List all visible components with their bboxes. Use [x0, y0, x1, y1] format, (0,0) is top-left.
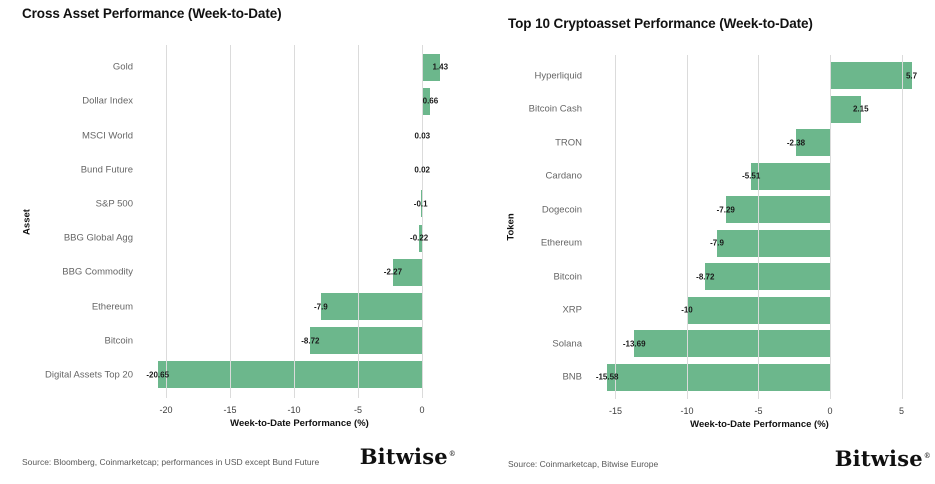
- value-label: -10: [681, 305, 693, 315]
- gridline: [830, 55, 832, 399]
- bar-digital-assets-top-20: [157, 361, 422, 389]
- x-tick-label: 5: [899, 406, 905, 416]
- value-label: 5.7: [905, 71, 918, 81]
- value-label: -8.72: [301, 336, 320, 346]
- bar-s-p-500: [420, 190, 422, 218]
- value-label: 2.15: [852, 104, 869, 114]
- bar-bitcoin: [705, 263, 830, 291]
- gridline: [686, 55, 688, 399]
- y-axis-title: Token: [505, 213, 517, 241]
- bitwise-wordmark: Bitwise: [359, 444, 448, 469]
- x-tick-label: -10: [680, 406, 694, 416]
- plot-area: Week-to-Date Performance (%) Hyperliquid…: [529, 55, 927, 430]
- bar-dollar-index: [421, 87, 431, 115]
- category-label: Ethereum: [540, 237, 582, 249]
- gridline: [293, 45, 295, 398]
- registered-trademark-icon: ®: [448, 450, 456, 458]
- category-label: Bitcoin: [553, 271, 582, 283]
- x-axis-title: Week-to-Date Performance (%): [690, 419, 829, 430]
- bar-tron: [795, 129, 830, 157]
- value-label: -8.72: [696, 272, 715, 282]
- bitwise-logo: Bitwise®: [360, 444, 456, 469]
- value-label: -15.58: [595, 372, 619, 382]
- category-label: XRP: [562, 304, 582, 316]
- bitwise-logo: Bitwise®: [835, 446, 931, 471]
- value-label: -0.22: [410, 233, 429, 243]
- plot-area: Week-to-Date Performance (%) Gold Dollar …: [45, 45, 456, 429]
- bar-cardano: [751, 162, 831, 190]
- bar-bbg-commodity: [392, 258, 422, 286]
- category-label: Solana: [552, 338, 582, 350]
- value-label: 0.66: [422, 96, 439, 106]
- value-label: -7.9: [710, 238, 724, 248]
- bar-hyperliquid: [830, 62, 912, 90]
- x-tick-label: -5: [353, 405, 362, 415]
- bar-solana: [634, 330, 830, 358]
- category-label: Gold: [112, 61, 133, 73]
- category-label: Hyperliquid: [534, 70, 582, 82]
- gridline: [230, 45, 231, 398]
- value-label: -5.51: [742, 171, 761, 181]
- gridline: [758, 55, 760, 399]
- x-tick-label: -15: [608, 406, 622, 416]
- x-tick-label: -5: [754, 406, 763, 416]
- category-label: Digital Assets Top 20: [44, 369, 133, 381]
- gridline: [357, 45, 359, 398]
- category-label: Ethereum: [91, 301, 133, 312]
- category-label: BBG Global Agg: [63, 232, 133, 244]
- category-label: S&P 500: [95, 198, 133, 210]
- bar-bbg-global-agg: [419, 224, 422, 252]
- x-tick-label: 0: [827, 406, 833, 416]
- gridline: [615, 55, 617, 399]
- bar-bitcoin-cash: [830, 95, 861, 123]
- bar-bnb: [607, 363, 830, 391]
- bitwise-wordmark: Bitwise: [834, 446, 923, 471]
- category-label: Dogecoin: [541, 204, 582, 216]
- value-label: 0.03: [414, 131, 431, 140]
- bar-bitcoin: [310, 327, 422, 355]
- x-tick-label: -10: [287, 405, 301, 415]
- value-label: 1.43: [432, 62, 449, 72]
- cryptoasset-chart-panel: Top 10 Cryptoasset Performance (Week-to-…: [468, 0, 935, 484]
- value-label: -20.65: [146, 370, 170, 380]
- category-label: Dollar Index: [82, 95, 133, 107]
- value-label: -2.27: [383, 267, 403, 277]
- category-label: TRON: [555, 137, 582, 149]
- chart-title: Top 10 Cryptoasset Performance (Week-to-…: [508, 16, 813, 31]
- category-label: Bund Future: [80, 164, 133, 176]
- gridline: [421, 45, 423, 398]
- value-label: 0.02: [414, 165, 430, 175]
- x-axis-title: Week-to-Date Performance (%): [230, 418, 369, 429]
- bar-ethereum: [320, 293, 422, 320]
- cross-asset-chart-panel: Cross Asset Performance (Week-to-Date) A…: [0, 0, 467, 484]
- value-label: -2.38: [786, 138, 806, 148]
- bar-gold: [421, 53, 441, 81]
- x-tick-label: 0: [419, 405, 425, 415]
- chart-title: Cross Asset Performance (Week-to-Date): [22, 6, 282, 21]
- y-axis-title: Asset: [21, 209, 33, 235]
- value-label: -7.9: [313, 302, 328, 311]
- category-label: BNB: [562, 371, 582, 383]
- value-label: -7.29: [716, 205, 735, 215]
- bar-dogecoin: [725, 196, 830, 224]
- category-label: BBG Commodity: [62, 266, 133, 278]
- registered-trademark-icon: ®: [923, 452, 931, 460]
- category-label: MSCI World: [81, 130, 133, 141]
- bar-ethereum: [717, 229, 831, 257]
- source-text: Source: Coinmarketcap, Bitwise Europe: [508, 459, 659, 469]
- gridline: [901, 55, 903, 399]
- value-label: -0.1: [413, 199, 428, 209]
- category-label: Cardano: [545, 170, 582, 182]
- gridline: [166, 45, 168, 398]
- value-label: -13.69: [622, 339, 646, 349]
- source-text: Source: Bloomberg, Coinmarketcap; perfor…: [22, 457, 320, 467]
- x-tick-label: -15: [223, 405, 237, 415]
- x-tick-label: -20: [159, 405, 173, 415]
- category-label: Bitcoin: [104, 335, 133, 347]
- category-label: Bitcoin Cash: [528, 103, 582, 115]
